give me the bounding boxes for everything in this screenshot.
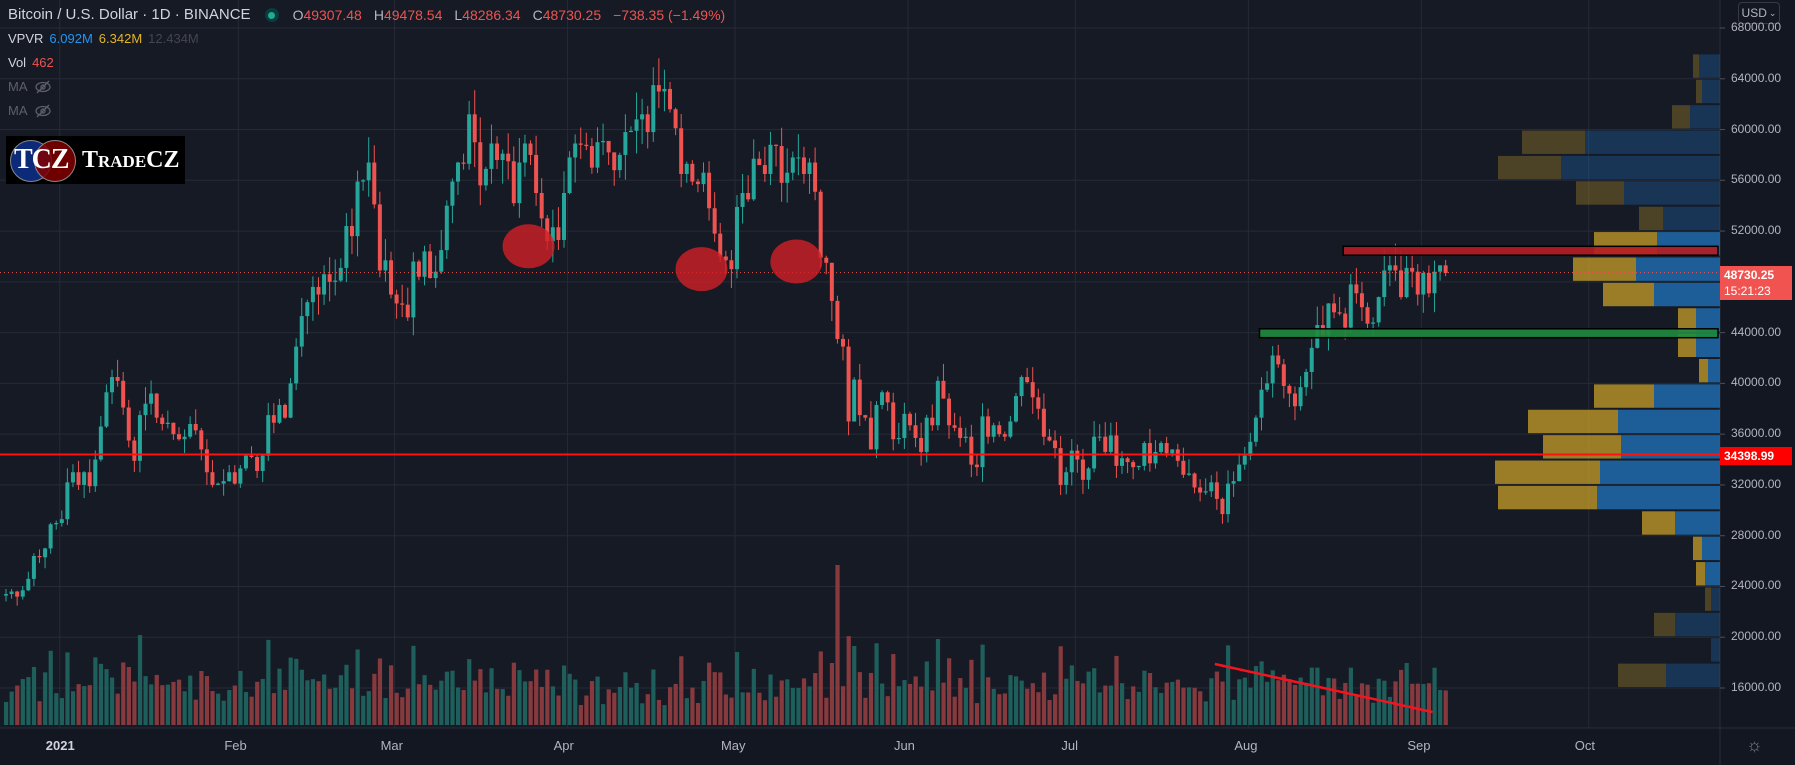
time-tick-label: Jul bbox=[1061, 738, 1078, 753]
time-tick-label: May bbox=[720, 738, 746, 753]
vpvr-total-volume: 12.434M bbox=[148, 31, 199, 46]
price-tick-label: 52000.00 bbox=[1731, 223, 1782, 238]
vol-value: 462 bbox=[32, 55, 54, 70]
tradecz-logo: TCZ TradeCZ bbox=[6, 136, 185, 184]
vpvr-up-volume: 6.092M bbox=[49, 31, 93, 46]
chart-legend: Bitcoin / U.S. Dollar · 1D · BINANCE O 49… bbox=[8, 3, 731, 123]
logo-badge: TCZ bbox=[10, 140, 76, 182]
price-tick-label: 44000.00 bbox=[1731, 324, 1782, 339]
price-change: −738.35 (−1.49%) bbox=[613, 7, 726, 23]
hidden-eye-icon[interactable] bbox=[34, 80, 52, 94]
currency-dropdown[interactable]: USD ⌄ bbox=[1738, 2, 1780, 24]
time-tick-label: 2021 bbox=[45, 738, 75, 753]
price-tick-label: 60000.00 bbox=[1731, 121, 1782, 136]
current-price: 48730.25 bbox=[1724, 268, 1775, 282]
high-label: H bbox=[373, 7, 384, 23]
price-tick-label: 28000.00 bbox=[1731, 527, 1782, 542]
price-tick-label: 32000.00 bbox=[1731, 476, 1782, 491]
time-tick-label: Apr bbox=[553, 738, 574, 753]
price-tick-label: 40000.00 bbox=[1731, 375, 1782, 390]
line-price-tag: 34398.99 bbox=[1720, 447, 1792, 465]
vol-row[interactable]: Vol 462 bbox=[8, 51, 731, 75]
time-tick-label: Aug bbox=[1234, 738, 1258, 753]
close-value: 48730.25 bbox=[542, 7, 602, 23]
high-value: 49478.54 bbox=[383, 7, 443, 23]
close-label: C bbox=[532, 7, 543, 23]
time-tick-label: Jun bbox=[893, 738, 915, 753]
vol-label: Vol bbox=[8, 55, 27, 70]
price-tick-label: 16000.00 bbox=[1731, 680, 1782, 694]
line-price: 34398.99 bbox=[1724, 449, 1775, 463]
open-label: O bbox=[292, 7, 304, 23]
bar-countdown: 15:21:23 bbox=[1724, 284, 1771, 298]
market-status-icon bbox=[264, 8, 279, 22]
current-price-tag: 48730.25 15:21:23 bbox=[1720, 266, 1792, 300]
price-tick-label: 56000.00 bbox=[1731, 172, 1782, 187]
ma1-label: MA bbox=[8, 79, 28, 94]
ma2-label: MA bbox=[8, 103, 28, 118]
price-tick-label: 68000.00 bbox=[1731, 20, 1782, 34]
time-tick-label: Sep bbox=[1407, 738, 1431, 753]
vpvr-down-volume: 6.342M bbox=[98, 31, 143, 46]
price-tick-label: 20000.00 bbox=[1731, 629, 1782, 644]
currency-label: USD bbox=[1741, 6, 1767, 20]
logo-text: TradeCZ bbox=[82, 146, 180, 173]
time-tick-label: Feb bbox=[224, 738, 247, 753]
price-tick-label: 36000.00 bbox=[1731, 426, 1782, 441]
time-tick-label: Oct bbox=[1574, 738, 1595, 753]
vpvr-label: VPVR bbox=[8, 31, 44, 46]
hidden-eye-icon[interactable] bbox=[34, 104, 52, 118]
price-tick-label: 64000.00 bbox=[1731, 70, 1782, 85]
symbol-row: Bitcoin / U.S. Dollar · 1D · BINANCE O 49… bbox=[8, 3, 731, 27]
time-tick-label: Mar bbox=[380, 738, 403, 753]
ma1-row[interactable]: MA bbox=[8, 75, 731, 99]
ma2-row[interactable]: MA bbox=[8, 99, 731, 123]
chevron-down-icon: ⌄ bbox=[1768, 7, 1777, 18]
low-value: 48286.34 bbox=[462, 7, 521, 23]
open-value: 49307.48 bbox=[303, 7, 362, 23]
low-label: L bbox=[454, 7, 463, 23]
settings-gear-icon[interactable]: ☼ bbox=[1746, 735, 1763, 755]
symbol-title[interactable]: Bitcoin / U.S. Dollar · 1D · BINANCE bbox=[8, 6, 251, 23]
price-tick-label: 24000.00 bbox=[1731, 578, 1782, 593]
logo-badge-text: TCZ bbox=[14, 144, 70, 175]
vpvr-row[interactable]: VPVR 6.092M 6.342M 12.434M bbox=[8, 27, 731, 51]
